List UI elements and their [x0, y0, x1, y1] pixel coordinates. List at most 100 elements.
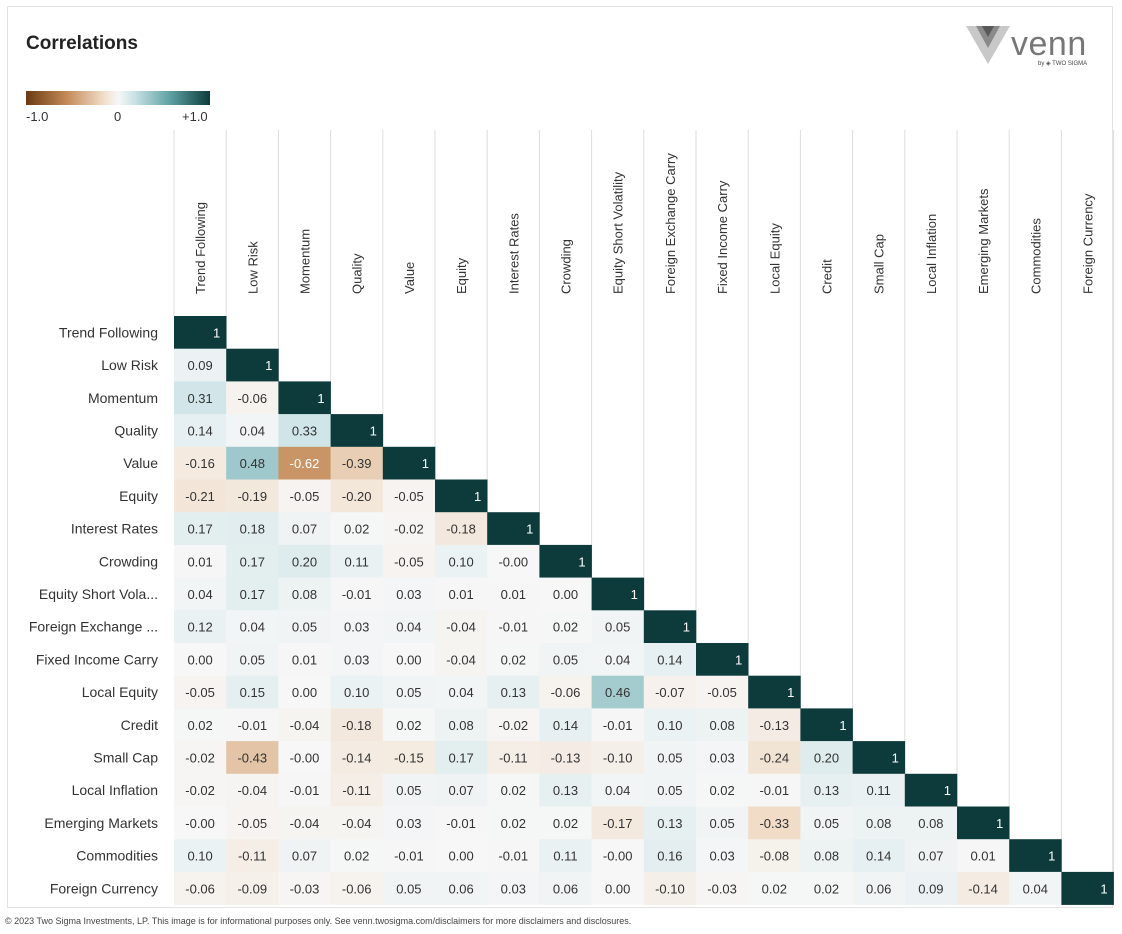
cell-value-label: 1 [526, 522, 533, 537]
cell-value-label: 0.01 [187, 554, 212, 569]
heatmap-cell [226, 773, 279, 807]
heatmap-cell [330, 806, 384, 840]
heatmap-cell [539, 871, 592, 905]
heatmap-cell [278, 446, 331, 480]
cell-value-label: 0.04 [605, 652, 630, 667]
cell-value-label: -0.11 [499, 750, 528, 765]
cell-value-label: 0.04 [240, 423, 265, 438]
heatmap-cell [226, 544, 279, 578]
cell-value-label: 1 [735, 652, 742, 667]
heatmap-cell [435, 871, 488, 905]
diagonal-cell [800, 708, 853, 742]
heatmap-cell [852, 871, 906, 905]
row-label: Fixed Income Carry [36, 651, 158, 667]
heatmap-cell [174, 839, 227, 873]
column-label: Small Cap [872, 234, 887, 294]
cell-value-label: -0.24 [759, 750, 789, 765]
heatmap-cell [278, 773, 331, 807]
cell-value-label: 1 [787, 685, 794, 700]
cell-value-label: 0.05 [292, 620, 317, 635]
cell-value-label: 0.11 [867, 783, 891, 798]
heatmap-cell [539, 610, 592, 644]
diagonal-cell [539, 544, 592, 578]
heatmap-cell [174, 806, 227, 840]
cell-value-label: -0.39 [342, 456, 372, 471]
heatmap-cell [696, 773, 749, 807]
heatmap-cell [278, 643, 331, 676]
diagonal-cell [748, 675, 801, 709]
cell-value-label: 0.13 [501, 685, 526, 700]
cell-value-label: 1 [996, 816, 1003, 831]
heatmap-cell [330, 577, 384, 611]
heatmap-cell [174, 643, 227, 676]
heatmap-cell [174, 610, 227, 644]
heatmap-cell [435, 675, 488, 709]
cell-value-label: 0.02 [501, 652, 526, 667]
heatmap-cell [278, 871, 331, 905]
heatmap-cell [278, 479, 331, 513]
diagonal-cell [904, 773, 958, 807]
heatmap-cell [591, 839, 645, 873]
heatmap-cell [174, 741, 227, 775]
cell-value-label: 0.17 [187, 522, 212, 537]
heatmap-cell [800, 839, 853, 873]
heatmap-cell [330, 446, 384, 480]
cell-value-label: -0.04 [290, 816, 320, 831]
heatmap-cell [591, 741, 645, 775]
column-label: Trend Following [193, 202, 208, 294]
heatmap-cell [539, 708, 592, 742]
heatmap-cell [226, 512, 279, 546]
cell-value-label: 0.10 [657, 718, 682, 733]
heatmap-cell [226, 381, 279, 415]
diagonal-cell [174, 316, 227, 349]
cell-value-label: -0.06 [551, 685, 581, 700]
heatmap-cell [226, 741, 279, 775]
heatmap-cell [539, 741, 592, 775]
row-label: Local Inflation [72, 782, 158, 798]
cell-value-label: 0.02 [553, 620, 578, 635]
cell-value-label: -0.00 [603, 849, 633, 864]
heatmap-cell [382, 479, 436, 513]
legend-max-label: +1.0 [182, 109, 208, 124]
heatmap-cell [382, 512, 436, 546]
column-label: Low Risk [245, 241, 260, 294]
heatmap-cell [487, 741, 540, 775]
row-label: Foreign Currency [50, 880, 158, 896]
cell-value-label: 0.06 [448, 881, 473, 896]
cell-value-label: -0.11 [238, 849, 267, 864]
cell-value-label: 0.02 [396, 718, 421, 733]
heatmap-cell [591, 806, 645, 840]
heatmap-cell [591, 708, 645, 742]
venn-logo-icon [966, 26, 1010, 64]
cell-value-label: 0.17 [240, 587, 265, 602]
cell-value-label: 0.02 [553, 816, 578, 831]
heatmap-cell [643, 741, 697, 775]
cell-value-label: 0.48 [240, 456, 265, 471]
cell-value-label: 0.07 [292, 522, 317, 537]
heatmap-cell [487, 544, 540, 578]
row-label: Equity Short Vola... [39, 586, 158, 602]
cell-value-label: 1 [578, 554, 585, 569]
cell-value-label: 0.03 [501, 881, 526, 896]
heatmap-cell [278, 512, 331, 546]
cell-value-label: -0.05 [394, 554, 424, 569]
heatmap-cell [226, 839, 279, 873]
cell-value-label: -0.16 [185, 456, 215, 471]
cell-value-label: -0.01 [603, 718, 633, 733]
cell-value-label: 0.08 [448, 718, 473, 733]
heatmap-cell [748, 708, 801, 742]
cell-value-label: 0.04 [448, 685, 473, 700]
column-label: Foreign Exchange Carry [663, 153, 678, 294]
heatmap-cell [330, 773, 384, 807]
cell-value-label: -0.04 [290, 718, 320, 733]
cell-value-label: -0.00 [290, 750, 320, 765]
heatmap-cell [748, 871, 801, 905]
column-label: Quality [350, 253, 365, 294]
cell-value-label: 1 [474, 489, 481, 504]
heatmap-cell [174, 348, 227, 382]
heatmap-cell [539, 806, 592, 840]
diagonal-cell [278, 381, 331, 415]
heatmap-cell [174, 871, 227, 905]
cell-value-label: -0.15 [394, 750, 424, 765]
heatmap-cell [748, 806, 801, 840]
